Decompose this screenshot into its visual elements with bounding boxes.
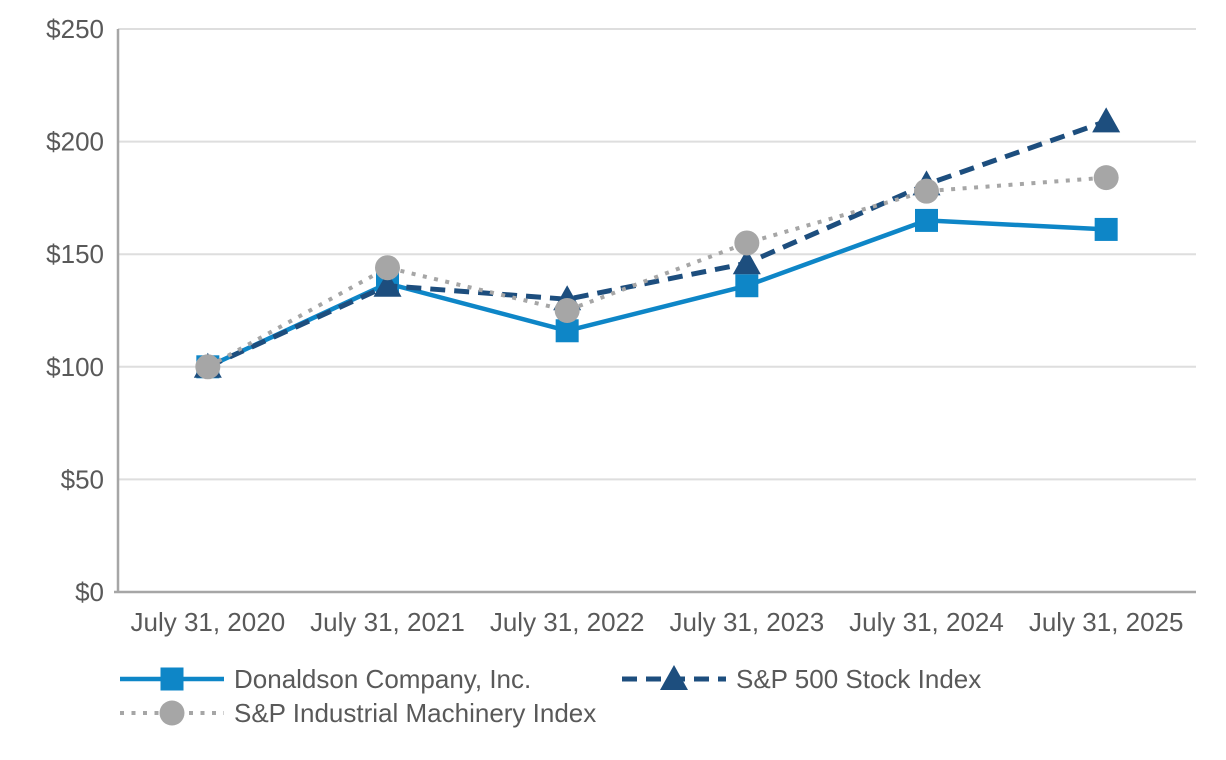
square-marker xyxy=(1094,217,1118,241)
legend-label-sp500: S&P 500 Stock Index xyxy=(736,664,982,694)
series-line xyxy=(206,175,1107,369)
series-line xyxy=(206,218,1107,369)
series-1 xyxy=(193,107,1121,378)
circle-marker xyxy=(195,354,221,380)
x-axis-tick-label: July 31, 2021 xyxy=(310,607,465,637)
y-axis-tick-label: $100 xyxy=(46,352,104,382)
square-marker xyxy=(735,274,759,298)
x-axis-tick-label: July 31, 2025 xyxy=(1029,607,1184,637)
circle-marker xyxy=(914,178,939,204)
x-axis-tick-label: July 31, 2024 xyxy=(849,607,1004,637)
legend-label-machinery: S&P Industrial Machinery Index xyxy=(234,698,597,728)
legend-item-machinery: S&P Industrial Machinery Index xyxy=(120,698,596,728)
square-marker xyxy=(160,667,184,691)
triangle-marker xyxy=(1092,107,1121,133)
circle-marker xyxy=(734,230,760,256)
circle-marker xyxy=(375,255,400,281)
legend-sample-dashed-triangle-icon xyxy=(622,665,726,690)
square-marker xyxy=(555,319,579,343)
triangle-marker xyxy=(732,249,761,275)
y-axis-tick-label: $150 xyxy=(46,239,104,269)
x-axis-tick-label: July 31, 2023 xyxy=(669,607,824,637)
series-0 xyxy=(196,208,1118,379)
triangle-marker xyxy=(373,271,402,297)
legend-sample-solid-square-icon xyxy=(120,667,224,691)
legend-item-donaldson: Donaldson Company, Inc. xyxy=(120,664,531,694)
square-marker xyxy=(915,208,938,232)
legend-label-donaldson: Donaldson Company, Inc. xyxy=(234,664,532,694)
series-line xyxy=(206,118,1107,370)
triangle-marker xyxy=(660,665,688,690)
y-axis-tick-label: $50 xyxy=(61,464,104,494)
circle-marker xyxy=(159,700,185,726)
series-2 xyxy=(195,165,1119,380)
legend-sample-dotted-circle-icon xyxy=(120,700,224,726)
circle-marker xyxy=(554,298,580,323)
x-axis-tick-label: July 31, 2022 xyxy=(490,607,645,637)
y-axis-tick-label: $200 xyxy=(46,127,104,157)
x-axis-tick-label: July 31, 2020 xyxy=(130,607,285,637)
circle-marker xyxy=(1093,165,1119,191)
legend-item-sp500: S&P 500 Stock Index xyxy=(622,664,981,694)
y-axis-tick-label: $0 xyxy=(75,577,104,607)
y-axis-tick-label: $250 xyxy=(46,14,104,44)
